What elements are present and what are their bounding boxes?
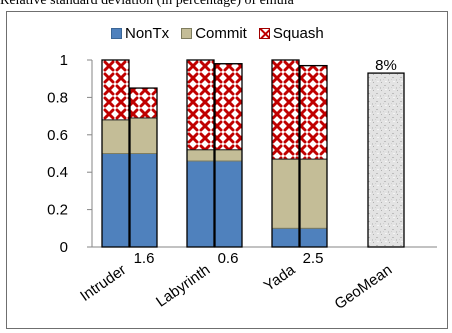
bar-nontx-4	[271, 227, 300, 248]
y-tick-label: 0.8	[47, 89, 68, 106]
legend-label-nontx: NonTx	[125, 25, 170, 42]
category-label: Yada	[261, 261, 299, 295]
legend-label-commit: Commit	[195, 25, 247, 42]
bar-nontx-3	[214, 160, 243, 248]
bar-squash-2	[186, 59, 215, 151]
bar-outline-0	[101, 59, 130, 248]
bar-squash-5	[299, 65, 328, 160]
geomean-value-label: 8%	[375, 57, 397, 74]
category-label: GeoMean	[332, 261, 396, 313]
legend-item-commit: Commit	[181, 25, 247, 42]
group-value-label: 1.6	[134, 250, 155, 267]
bar-nontx-5	[299, 227, 328, 248]
group-value-label: 0.6	[218, 250, 239, 267]
y-tick-label: 0.4	[47, 164, 68, 181]
bar-commit-3	[214, 149, 243, 162]
chart-frame: NonTx Commit Squash	[6, 11, 448, 329]
bar-outline-3	[214, 63, 243, 248]
legend-swatch-nontx	[111, 28, 122, 39]
bar-outline-4	[271, 59, 300, 248]
y-tick-label: 1	[60, 52, 68, 69]
bar-commit-4	[271, 158, 300, 229]
figure-caption: Relative standard deviation (in percenta…	[0, 0, 294, 8]
legend-item-squash: Squash	[258, 25, 324, 42]
category-label: Intruder	[77, 261, 129, 305]
legend: NonTx Commit Squash	[111, 25, 324, 42]
bar-commit-2	[186, 149, 215, 162]
bar-squash-3	[214, 63, 243, 151]
bar-nontx-1	[129, 153, 158, 248]
legend-swatch-squash	[258, 28, 270, 39]
bar-commit-5	[299, 158, 328, 229]
bar-geomean	[367, 72, 405, 248]
y-tick-label: 0	[60, 239, 68, 256]
y-tick-label: 0.6	[47, 127, 68, 144]
bar-nontx-0	[101, 153, 130, 248]
bar-commit-0	[101, 119, 130, 154]
legend-item-nontx: NonTx	[111, 25, 169, 42]
bar-squash-0	[101, 59, 130, 121]
bar-commit-1	[129, 117, 158, 154]
category-label: Labyrinth	[153, 261, 213, 310]
bar-squash-4	[271, 59, 300, 160]
bar-squash-1	[129, 87, 158, 119]
bar-nontx-2	[186, 160, 215, 248]
bar-outline-1	[129, 87, 158, 248]
legend-swatch-commit	[181, 28, 193, 39]
chart-plot: 0 0.2 0.4 0.6 0.8 1 8% 1.6 0.6 2.5 Intruder Labyrin…	[47, 52, 437, 313]
bar-outline-5	[299, 64, 328, 248]
bar-outline-2	[186, 59, 215, 248]
y-tick-label: 0.2	[47, 202, 68, 219]
legend-label-squash: Squash	[272, 25, 324, 42]
group-value-label: 2.5	[303, 250, 324, 267]
